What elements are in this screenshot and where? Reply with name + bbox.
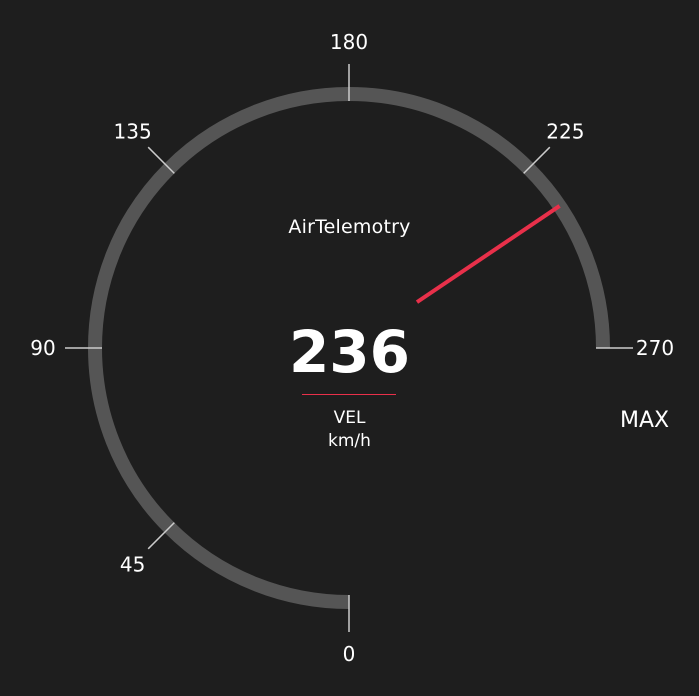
brand-logo-text-suffix: try (383, 216, 411, 238)
gauge-tick-label: 135 (114, 120, 152, 144)
gauge-tick-label: 180 (330, 30, 368, 54)
gauge-tick-label: 45 (120, 552, 145, 576)
speed-readout: 236 (288, 318, 411, 386)
gauge-tick-label: 0 (343, 642, 356, 666)
gauge-tick-label: 270 (636, 336, 674, 360)
gauge-needle (415, 204, 561, 304)
gauge-tick-label: 90 (30, 336, 55, 360)
max-label: MAX (620, 408, 670, 433)
brand-logo: AirTelemootry (200, 216, 499, 238)
gauge-ticks: 0 45 90 135 180 225 270 (30, 30, 674, 666)
speed-readout-underline (302, 394, 396, 395)
quantity-label: VEL (333, 408, 366, 428)
gauge-tick-mark (147, 146, 175, 174)
brand-logo-text: AirTelemo (288, 216, 384, 238)
gauge-tick-mark (147, 522, 175, 550)
unit-label: km/h (328, 431, 371, 451)
gauge-tick-mark (523, 146, 551, 174)
gauge-tick-label: 225 (546, 120, 584, 144)
